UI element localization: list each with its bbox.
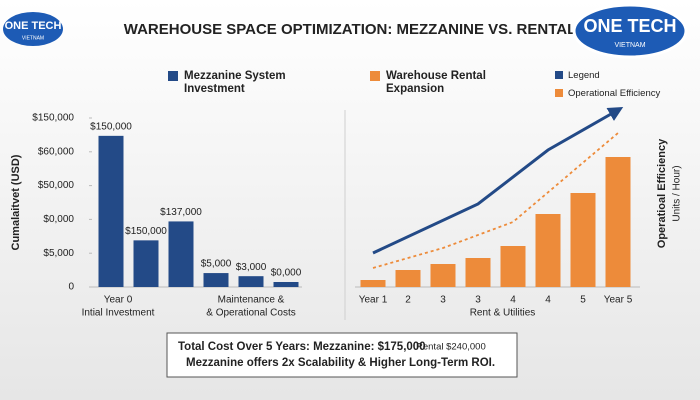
legend-label: Warehouse Rental Expansion <box>386 70 486 95</box>
legend-swatch <box>555 89 563 97</box>
legend-swatch <box>370 71 380 81</box>
summary-box <box>166 332 518 378</box>
y-tick-label: 0 <box>68 282 74 293</box>
summary-line: Mezzanine offers 2x Scalability & Higher… <box>186 357 495 369</box>
legend-label: Mezzanine System Investment <box>184 70 286 95</box>
line <box>372 132 619 269</box>
x-tick-label: Year 0 <box>104 295 133 306</box>
logo-badge <box>572 3 688 59</box>
logo-badge <box>3 12 63 46</box>
y-tick-label: $0,000 <box>43 214 74 225</box>
bar <box>238 276 264 287</box>
x-tick-label: 4 <box>545 295 551 306</box>
bar <box>360 280 386 287</box>
bar <box>168 221 194 287</box>
legend-swatch <box>555 71 563 79</box>
bar <box>500 246 526 287</box>
bar <box>465 258 491 287</box>
y-tick-label: $60,000 <box>38 146 75 157</box>
x-tick-label: 5 <box>580 295 586 306</box>
x-tick-label: & Operational Costs <box>206 308 296 319</box>
y-axis-title: Operatioal Efficiency <box>656 138 668 248</box>
bar <box>203 273 229 287</box>
x-tick-label: Year 1 <box>359 295 388 306</box>
logo-text: ONE TECH <box>583 16 676 36</box>
summary-line: Total Cost Over 5 Years: Mezzanine: $175… <box>178 341 426 353</box>
legend-label: Operational Efficiency <box>568 88 660 99</box>
x-tick-label: Intial Investment <box>82 308 155 319</box>
legend-label: Legend <box>568 70 600 81</box>
bar <box>98 135 124 287</box>
logo-sub: VIETNAM <box>22 35 44 41</box>
x-tick-label: 4 <box>510 295 516 306</box>
value-label: $5,000 <box>201 259 232 270</box>
value-label: $150,000 <box>90 121 132 132</box>
title: WAREHOUSE SPACE OPTIMIZATION: MEZZANINE … <box>124 21 577 38</box>
x-tick-label: Year 5 <box>604 295 633 306</box>
summary-line: Rental $240,000 <box>416 342 486 353</box>
bar <box>395 270 421 287</box>
value-label: $3,000 <box>236 262 267 273</box>
value-label: $137,000 <box>160 207 202 218</box>
x-axis-title: Rent & Utilities <box>470 308 536 319</box>
y-tick-label: $5,000 <box>43 248 74 259</box>
bar <box>570 193 596 287</box>
x-tick-label: Maintenance & <box>218 295 285 306</box>
x-tick-label: 3 <box>440 295 446 306</box>
bar <box>605 157 631 287</box>
y-tick-label: $150,000 <box>32 113 74 124</box>
bar <box>133 240 159 287</box>
line <box>372 107 624 255</box>
y-tick-label: $50,000 <box>38 180 75 191</box>
x-tick-label: 2 <box>405 295 411 306</box>
bar <box>430 264 456 287</box>
y-axis-title: Cumalaitvet (USD) <box>10 154 22 250</box>
y-axis-subtitle: Units / Hour) <box>672 165 683 221</box>
x-tick-label: 3 <box>475 295 481 306</box>
bar <box>535 214 561 287</box>
value-label: $0,000 <box>271 268 302 279</box>
logo-text: ONE TECH <box>5 20 62 32</box>
logo: ONE TECH VIETNAM <box>3 12 63 46</box>
logo-sub: VIETNAM <box>614 42 645 49</box>
value-label: $150,000 <box>125 226 167 237</box>
bar <box>273 281 299 287</box>
logo: ONE TECH VIETNAM <box>572 3 688 59</box>
legend-swatch <box>168 71 178 81</box>
